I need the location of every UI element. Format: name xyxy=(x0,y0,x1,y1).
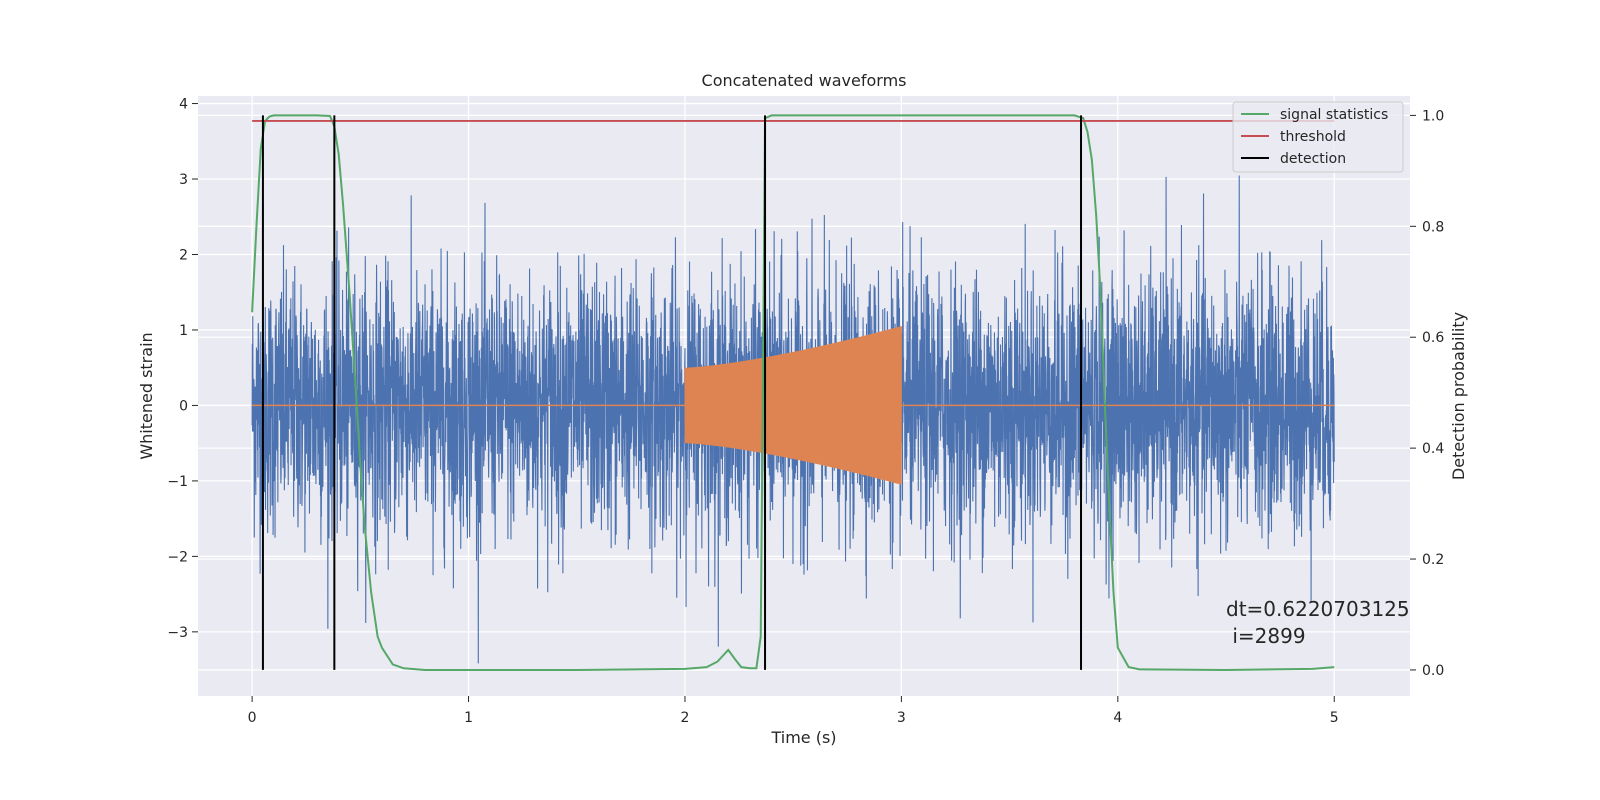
y2-axis-ticks: 0.0 0.2 0.4 0.6 0.8 1.0 xyxy=(1410,108,1444,679)
detection-series xyxy=(261,115,1083,670)
legend-label: threshold xyxy=(1280,129,1346,145)
y2-tick-label: 0.6 xyxy=(1422,330,1444,346)
x-tick-label: 3 xyxy=(897,710,906,726)
x-axis-ticks: 0 1 2 3 4 5 xyxy=(248,696,1339,726)
x-tick-label: 1 xyxy=(464,710,473,726)
y-tick-label: 3 xyxy=(179,172,188,188)
x-tick-label: 4 xyxy=(1113,710,1122,726)
annotation-line-i: i=2899 xyxy=(1226,624,1306,648)
x-tick-label: 5 xyxy=(1330,710,1339,726)
y-tick-label: −2 xyxy=(167,549,188,565)
legend-label: signal statistics xyxy=(1280,107,1388,123)
y2-tick-label: 1.0 xyxy=(1422,108,1444,124)
signal-chirp-line xyxy=(684,326,902,485)
legend-box xyxy=(1232,101,1404,173)
y-axis-ticks: −3 −2 −1 0 1 2 3 4 xyxy=(167,97,198,641)
signal-statistics-series xyxy=(251,114,1335,671)
y2-tick-label: 0.8 xyxy=(1422,219,1444,235)
y2-tick-label: 0.0 xyxy=(1422,663,1444,679)
annotation-line-dt: dt=0.6220703125 xyxy=(1226,597,1410,621)
chart-title: Concatenated waveforms xyxy=(702,71,907,90)
y2-tick-label: 0.4 xyxy=(1422,441,1444,457)
signal-waveform-series xyxy=(252,326,1335,485)
y-axis-label: Whitened strain xyxy=(137,332,156,459)
x-tick-label: 0 xyxy=(248,710,257,726)
y-tick-label: 2 xyxy=(179,247,188,263)
signal-statistics-line xyxy=(251,114,1335,671)
legend: signal statistics threshold detection xyxy=(1232,101,1404,173)
y-tick-label: 0 xyxy=(179,398,188,414)
y-tick-label: 1 xyxy=(179,323,188,339)
y-tick-label: −3 xyxy=(167,625,188,641)
y-tick-label: 4 xyxy=(179,97,188,113)
x-tick-label: 2 xyxy=(681,710,690,726)
y2-axis-label: Detection probability xyxy=(1449,312,1468,480)
y-tick-label: −1 xyxy=(167,474,188,490)
legend-label: detection xyxy=(1280,151,1346,167)
annotation: dt=0.6220703125 i=2899 xyxy=(1226,597,1410,648)
x-axis-label: Time (s) xyxy=(770,728,836,747)
y2-tick-label: 0.2 xyxy=(1422,552,1444,568)
